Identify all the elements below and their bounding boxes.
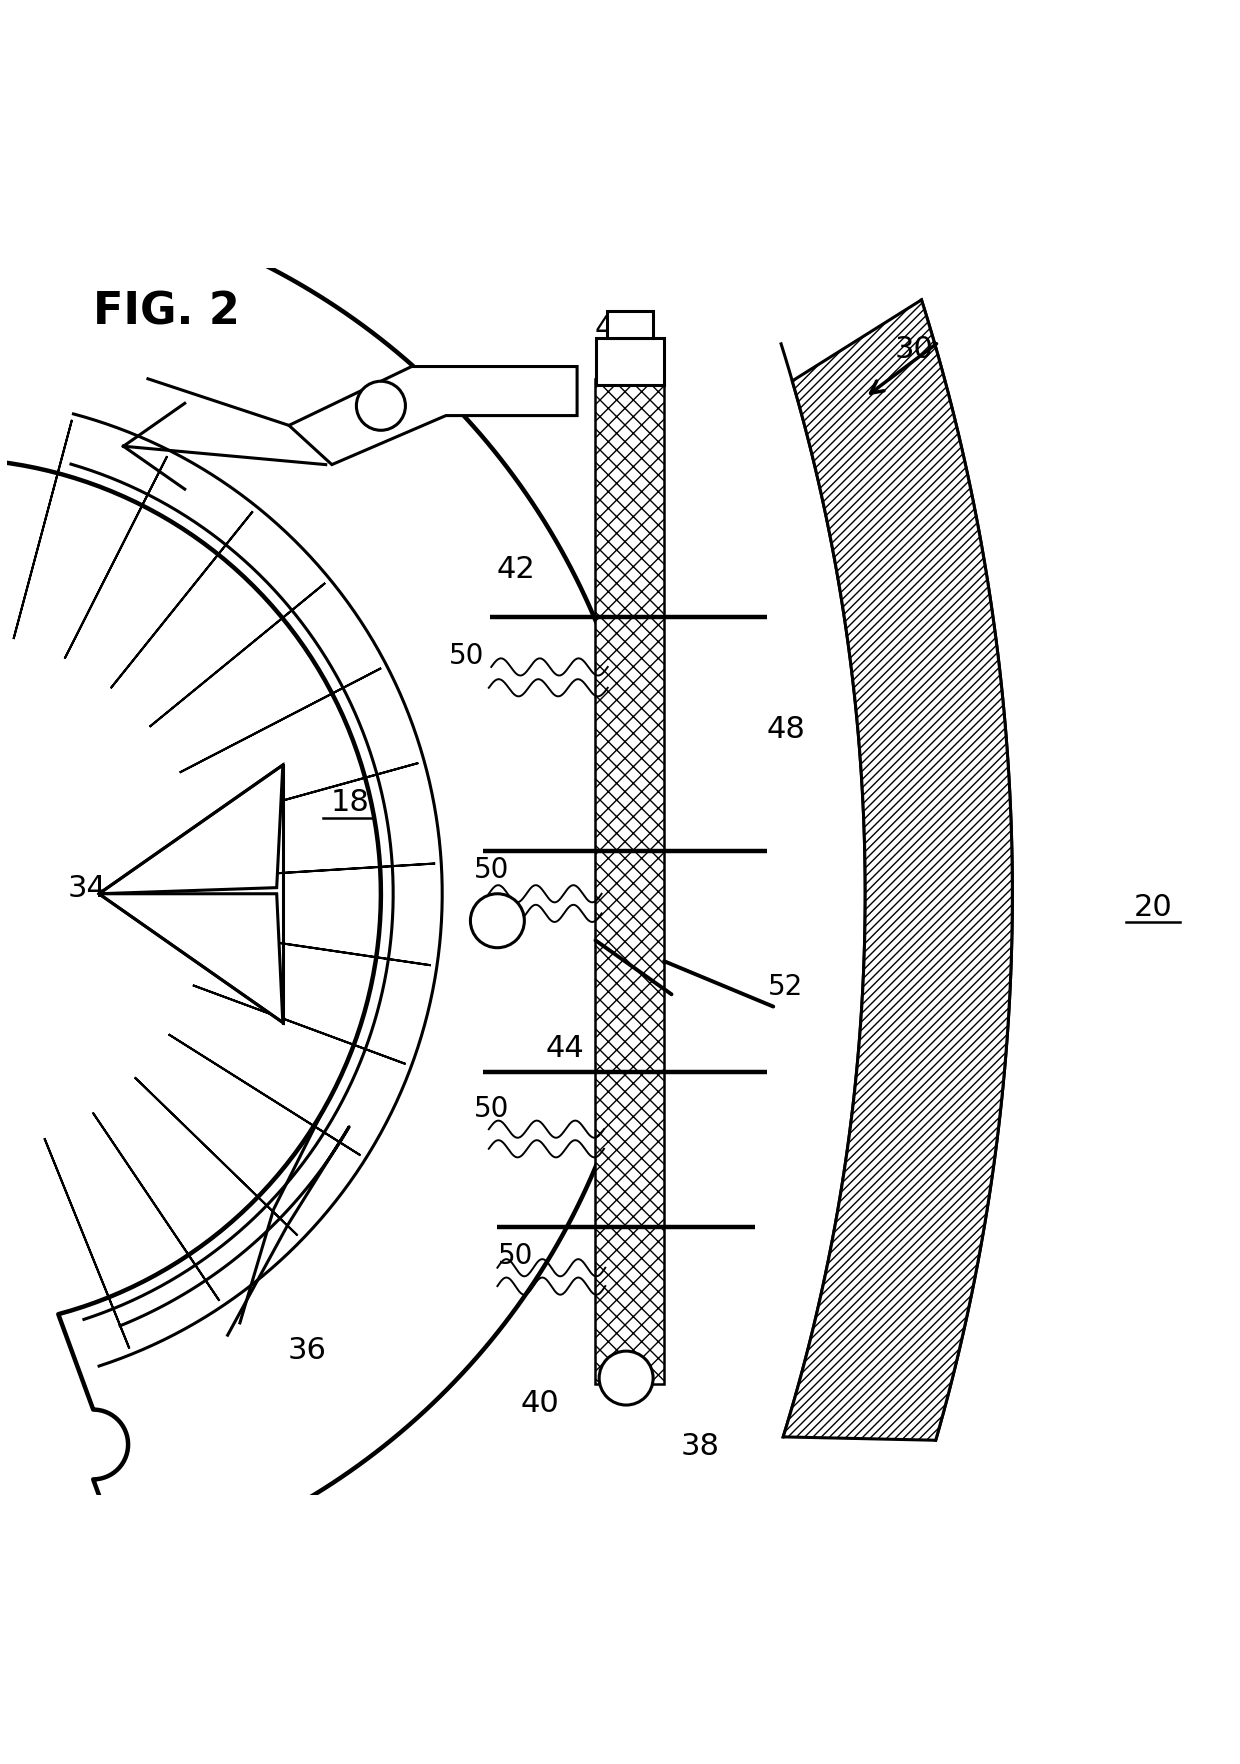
Text: FIG. 2: FIG. 2 — [93, 291, 239, 333]
Polygon shape — [180, 669, 381, 773]
Text: 40: 40 — [521, 1388, 559, 1416]
Polygon shape — [208, 864, 435, 878]
Text: 52: 52 — [609, 923, 644, 951]
Text: 36: 36 — [288, 1335, 327, 1365]
Polygon shape — [135, 1078, 298, 1237]
Polygon shape — [193, 986, 405, 1064]
Text: 20: 20 — [1135, 893, 1173, 921]
Polygon shape — [45, 1138, 129, 1349]
Text: 50: 50 — [474, 1095, 508, 1122]
Text: 50: 50 — [449, 642, 485, 669]
Text: 32: 32 — [373, 407, 413, 437]
Polygon shape — [595, 379, 665, 1385]
Text: 18: 18 — [331, 789, 370, 817]
Text: 50: 50 — [474, 856, 508, 884]
Polygon shape — [289, 367, 577, 466]
Polygon shape — [0, 191, 651, 1575]
Polygon shape — [110, 512, 253, 688]
Text: 44: 44 — [546, 1034, 584, 1062]
Polygon shape — [150, 584, 325, 727]
Polygon shape — [14, 420, 72, 640]
Text: 52: 52 — [768, 972, 804, 1000]
Text: 46: 46 — [594, 314, 634, 342]
Polygon shape — [64, 457, 167, 660]
Text: 30: 30 — [895, 335, 934, 363]
Polygon shape — [200, 764, 418, 824]
Text: 42: 42 — [496, 556, 536, 584]
Polygon shape — [784, 300, 1012, 1441]
Circle shape — [470, 894, 525, 949]
Polygon shape — [99, 894, 283, 1023]
Bar — [606, 312, 653, 339]
Bar — [596, 339, 663, 386]
Polygon shape — [169, 1035, 361, 1155]
Polygon shape — [99, 766, 283, 894]
Text: 34: 34 — [67, 873, 107, 903]
Polygon shape — [206, 933, 430, 965]
Text: 38: 38 — [681, 1431, 719, 1461]
Polygon shape — [93, 1113, 219, 1302]
Text: 48: 48 — [766, 714, 805, 743]
Text: 50: 50 — [498, 1242, 533, 1270]
Circle shape — [356, 383, 405, 430]
Circle shape — [599, 1351, 653, 1406]
